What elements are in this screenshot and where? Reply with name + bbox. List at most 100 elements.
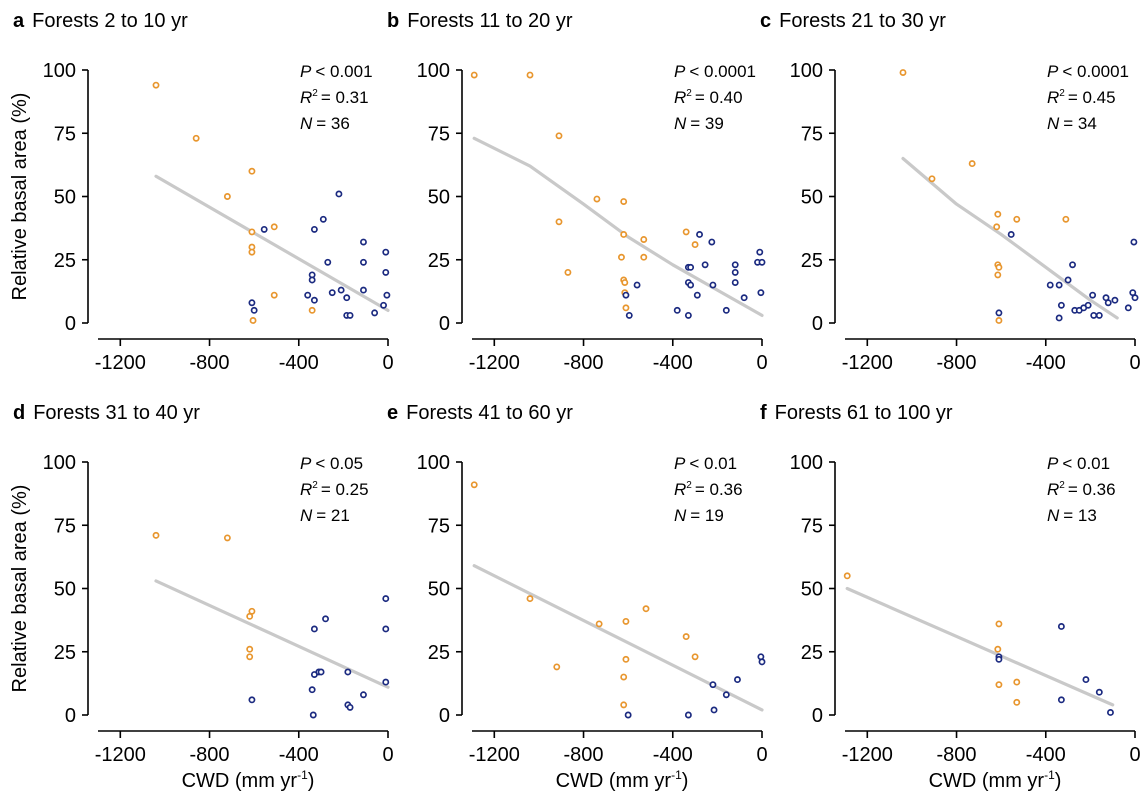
- x-axis-title-sup: -1: [671, 768, 682, 782]
- panel-letter: c: [760, 10, 771, 32]
- y-tick-label: 0: [439, 705, 450, 727]
- stat-n-value: = 19: [690, 506, 724, 525]
- data-point-group-a: [526, 71, 534, 79]
- stat-r2: R2 = 0.36: [1047, 480, 1116, 499]
- fit-line: [472, 136, 764, 317]
- y-tick-label: 100: [790, 452, 823, 474]
- stat-n-label: N: [674, 114, 687, 133]
- data-point-group-b: [260, 225, 268, 233]
- y-tick-label: 50: [801, 579, 823, 601]
- data-point-group-a: [470, 71, 478, 79]
- stat-r2-sup: 2: [1059, 480, 1065, 491]
- y-tick-label: 0: [812, 705, 823, 727]
- y-tick-label: 50: [801, 187, 823, 209]
- stat-p-value: < 0.05: [315, 454, 363, 473]
- stat-p-value: < 0.01: [689, 454, 737, 473]
- data-point-group-b: [360, 691, 367, 699]
- data-point-group-a: [968, 160, 976, 168]
- data-point-group-b: [722, 306, 730, 314]
- data-point-group-a: [621, 279, 629, 286]
- x-tick-label: 0: [756, 744, 767, 766]
- stat-r2-value: = 0.45: [1068, 88, 1116, 107]
- data-point-group-a: [995, 263, 1003, 271]
- fit-line: [901, 156, 1119, 320]
- data-point-group-b: [319, 215, 327, 223]
- data-point-group-a: [270, 291, 278, 299]
- x-axis-title: CWD (mm yr-1): [556, 768, 689, 792]
- y-tick-label: 0: [65, 705, 76, 727]
- data-point-group-b: [310, 296, 318, 304]
- data-point-group-a: [993, 223, 1001, 231]
- panel-title: c Forests 21 to 30 yr: [760, 10, 946, 32]
- stat-p: P < 0.0001: [1047, 62, 1129, 81]
- panel-title-text: Forests 31 to 40 yr: [33, 402, 200, 424]
- y-tick-label: 25: [801, 642, 823, 664]
- data-point-group-b: [344, 668, 352, 676]
- stat-n-label: N: [300, 114, 313, 133]
- y-tick-label: 100: [417, 452, 450, 474]
- x-tick-label: -400: [653, 744, 693, 766]
- x-tick-label: -800: [190, 352, 230, 374]
- data-point-group-b: [731, 261, 739, 269]
- data-point-group-b: [310, 625, 318, 633]
- y-tick-label: 75: [54, 515, 76, 537]
- data-point-group-a: [994, 645, 1002, 653]
- y-tick-label: 75: [428, 123, 450, 145]
- data-point-group-b: [380, 301, 387, 309]
- stat-p-label: P: [1047, 454, 1059, 473]
- data-point-group-a: [1013, 698, 1021, 706]
- data-point-group-b: [701, 261, 709, 269]
- stat-p: P < 0.01: [1047, 454, 1110, 473]
- x-tick-label: 0: [756, 352, 767, 374]
- stat-n-value: = 21: [316, 506, 350, 525]
- stat-n-label: N: [1047, 506, 1060, 525]
- panel-e: e Forests 41 to 60 yr 0 25 50 75 100 -1200 -800 -…: [387, 402, 768, 792]
- data-point-group-b: [324, 258, 332, 266]
- stat-p-label: P: [300, 454, 312, 473]
- stat-p: P < 0.01: [674, 454, 737, 473]
- panel-letter: f: [760, 402, 767, 424]
- data-point-group-b: [740, 294, 748, 302]
- stat-r2-value: = 0.25: [321, 480, 369, 499]
- stat-p: P < 0.0001: [674, 62, 756, 81]
- data-point-group-a: [640, 236, 648, 243]
- data-point-group-a: [270, 223, 278, 231]
- stat-n-label: N: [1047, 114, 1060, 133]
- data-point-group-a: [995, 620, 1003, 628]
- data-point-group-a: [526, 595, 534, 603]
- data-point-group-b: [1095, 688, 1103, 696]
- data-point-group-b: [696, 230, 703, 238]
- data-point-group-a: [642, 605, 650, 613]
- stat-r2-value: = 0.31: [321, 88, 369, 107]
- data-point-group-b: [382, 625, 390, 633]
- stat-p-value: < 0.0001: [1062, 62, 1129, 81]
- x-tick-label: -1200: [469, 744, 520, 766]
- y-tick-label: 75: [54, 123, 76, 145]
- data-point-group-a: [618, 253, 625, 261]
- data-point-group-b: [709, 681, 717, 689]
- panel-d: d Forests 31 to 40 yr 0 25 50 75 100 -1200 -800 -…: [9, 402, 394, 792]
- stat-n: N = 39: [674, 114, 724, 133]
- x-tick-label: -1200: [842, 352, 893, 374]
- data-point-group-b: [1057, 696, 1065, 704]
- stat-n-value: = 13: [1063, 506, 1097, 525]
- data-point-group-a: [620, 701, 628, 709]
- x-tick-label: -400: [1026, 352, 1066, 374]
- data-point-group-b: [1057, 623, 1065, 630]
- x-axis-title-sup: -1: [297, 768, 308, 782]
- data-point-group-b: [1064, 276, 1072, 284]
- stat-n-value: = 39: [690, 114, 724, 133]
- stat-r2: R2 = 0.40: [674, 88, 743, 107]
- data-point-group-b: [731, 279, 739, 286]
- data-point-group-b: [684, 711, 692, 719]
- y-axis-title: Relative basal area (%): [9, 485, 31, 693]
- x-tick-label: -1200: [469, 352, 520, 374]
- x-tick-label: -400: [279, 352, 319, 374]
- y-tick-label: 75: [801, 123, 823, 145]
- x-tick-label: 0: [382, 352, 393, 374]
- stat-p-label: P: [300, 62, 312, 81]
- stat-n: N = 19: [674, 506, 724, 525]
- data-point-group-b: [995, 655, 1003, 663]
- data-point-group-a: [1013, 215, 1021, 223]
